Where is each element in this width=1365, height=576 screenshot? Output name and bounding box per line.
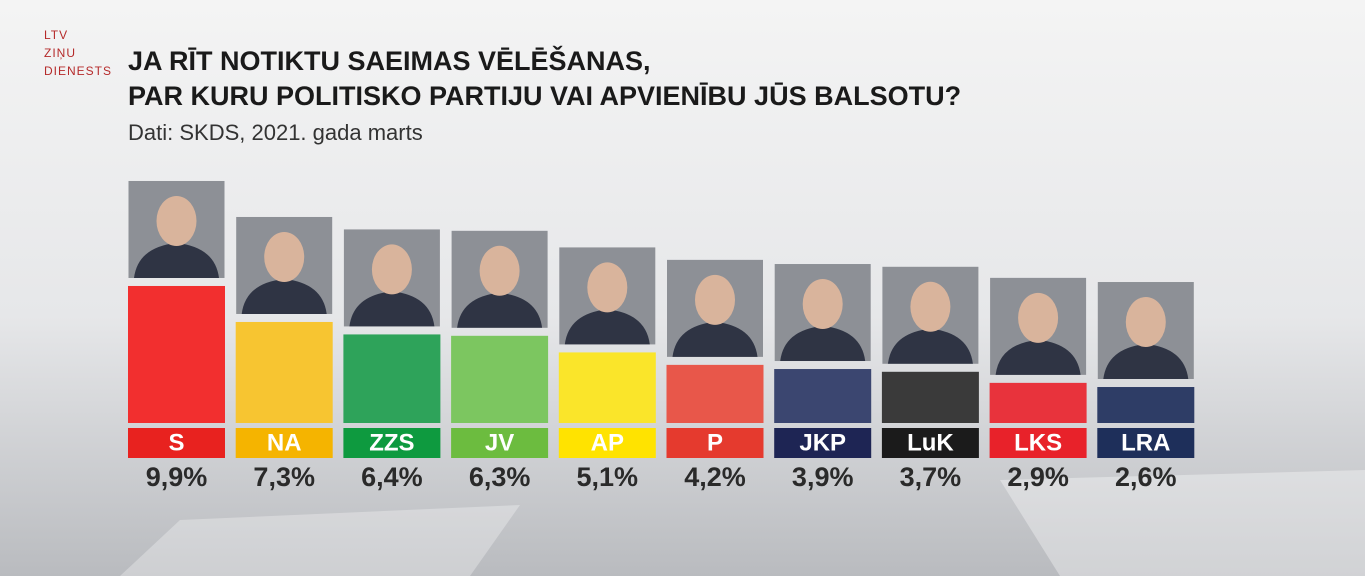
category-box: [1097, 428, 1195, 458]
category-box: [451, 428, 549, 458]
portrait-shoulders: [349, 291, 435, 327]
portrait-shoulders: [780, 326, 866, 362]
category-box: [989, 428, 1087, 458]
value-label: 2,6%: [1115, 462, 1177, 492]
portrait-head: [1018, 292, 1059, 343]
value-label: 3,9%: [792, 462, 854, 492]
portrait-head: [371, 244, 412, 295]
floor-light: [1000, 470, 1365, 576]
x-tick-label: P: [707, 429, 723, 456]
value-label: 6,4%: [361, 462, 423, 492]
bar: [666, 364, 764, 423]
category-box: [128, 428, 225, 458]
x-tick-label: JV: [485, 429, 514, 456]
value-label: 5,1%: [577, 462, 639, 492]
x-tick-label: S: [168, 429, 184, 456]
bar: [1097, 387, 1195, 423]
x-tick-label: LuK: [907, 429, 954, 456]
floor-light: [120, 505, 520, 576]
portrait-shoulders: [887, 328, 973, 364]
portrait-shoulders: [564, 309, 650, 345]
value-label: 4,2%: [684, 462, 746, 492]
bar: [881, 371, 979, 423]
bar: [558, 352, 656, 423]
portrait-head: [156, 195, 197, 246]
portrait-head: [802, 279, 843, 330]
bar: [451, 335, 549, 423]
portrait-head: [1125, 297, 1166, 348]
x-tick-label: ZZS: [369, 429, 414, 456]
portrait-head: [264, 231, 305, 282]
x-tick-label: LRA: [1121, 429, 1170, 456]
bar: [128, 285, 225, 423]
x-tick-label: AP: [591, 429, 624, 456]
x-tick-label: LKS: [1014, 429, 1062, 456]
value-label: 7,3%: [253, 462, 315, 492]
portrait-shoulders: [672, 321, 758, 357]
x-tick-label: JKP: [799, 429, 846, 456]
bar: [235, 321, 333, 423]
value-label: 6,3%: [469, 462, 531, 492]
portrait-head: [910, 281, 951, 332]
portrait-shoulders: [241, 278, 327, 314]
category-box: [881, 428, 979, 458]
bar: [343, 334, 441, 423]
chart-title: PAR KURU POLITISKO PARTIJU VAI APVIENĪBU…: [128, 81, 961, 111]
portrait-head: [587, 262, 628, 313]
logo: DIENESTS: [44, 64, 112, 78]
category-box: [558, 428, 656, 458]
portrait-head: [695, 274, 735, 325]
value-label: 3,7%: [900, 462, 962, 492]
value-label: 9,9%: [146, 462, 208, 492]
category-box: [774, 428, 872, 458]
portrait-shoulders: [1103, 344, 1189, 380]
portrait-shoulders: [457, 292, 543, 328]
bar: [774, 369, 872, 423]
category-box: [235, 428, 333, 458]
value-label: 2,9%: [1007, 462, 1069, 492]
portrait-shoulders: [134, 242, 219, 278]
portrait-shoulders: [995, 339, 1081, 375]
category-box: [666, 428, 764, 458]
portrait-head: [479, 245, 520, 296]
chart-title: JA RĪT NOTIKTU SAEIMAS VĒLĒŠANAS,: [128, 45, 651, 76]
category-box: [343, 428, 441, 458]
logo: ZIŅU: [44, 46, 76, 60]
x-tick-label: NA: [267, 429, 302, 456]
bar: [989, 382, 1087, 423]
logo: LTV: [44, 28, 68, 42]
chart-subtitle: Dati: SKDS, 2021. gada marts: [128, 120, 423, 145]
